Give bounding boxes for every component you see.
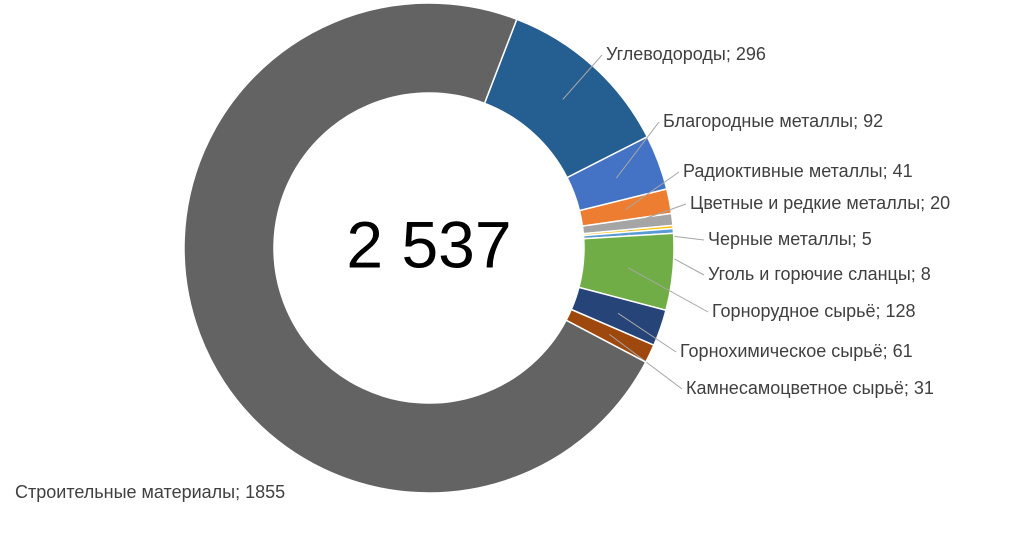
data-label: Углеводороды; 296 — [606, 44, 766, 64]
data-label: Радиоктивные металлы; 41 — [683, 161, 913, 181]
data-label: Камнесамоцветное сырьё; 31 — [686, 378, 934, 398]
leader-line — [627, 203, 687, 226]
data-label: Благородные металлы; 92 — [663, 111, 883, 131]
center-total: 2 537 — [346, 207, 511, 281]
data-label: Строительные материалы; 1855 — [15, 482, 285, 502]
data-label: Горнорудное сырьё; 128 — [712, 301, 916, 321]
leader-line — [627, 267, 709, 313]
leader-line — [615, 121, 660, 179]
data-label: Цветные и редкие металлы; 20 — [690, 193, 950, 213]
leader-line — [562, 54, 603, 100]
leader-line — [625, 171, 680, 211]
data-label: Горнохимическое сырьё; 61 — [680, 341, 913, 361]
data-label: Уголь и горючие сланцы; 8 — [708, 264, 931, 284]
data-label: Черные металлы; 5 — [708, 229, 872, 249]
leader-line — [617, 312, 677, 353]
donut-slice — [183, 2, 647, 494]
